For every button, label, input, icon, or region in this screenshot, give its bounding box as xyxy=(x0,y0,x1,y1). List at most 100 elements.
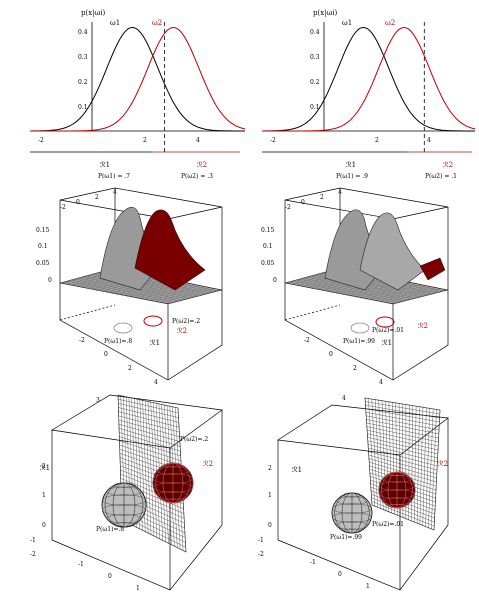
z-tick: 0.05 xyxy=(261,260,275,267)
z-tick: 0.1 xyxy=(38,243,48,250)
bottom-tick: 0 xyxy=(104,351,108,358)
mesh-line xyxy=(388,288,444,304)
gaussian-peaks xyxy=(324,209,446,291)
left-tick: 0 xyxy=(268,522,272,529)
mesh-line xyxy=(163,288,218,304)
top-tick: 0 xyxy=(76,199,80,206)
plane-grid-line xyxy=(416,406,420,524)
mesh-line xyxy=(138,283,193,299)
prior2-label: P(ω2) = .3 xyxy=(181,173,213,180)
plane-grid-line xyxy=(147,401,155,537)
top-tick: 4 xyxy=(338,189,342,196)
left-tick: -1 xyxy=(258,537,264,544)
plane-grid-line xyxy=(433,409,441,531)
mesh-line xyxy=(368,284,424,300)
class1-label: ω1 xyxy=(110,19,120,27)
bottom-tick: 0 xyxy=(108,573,112,580)
sphere-meridian xyxy=(334,492,370,534)
y-tick: 0.2 xyxy=(78,79,88,86)
top-tick: -2 xyxy=(60,204,66,211)
plane-grid-line xyxy=(153,402,160,539)
region1-label: ℛ1 xyxy=(100,161,110,169)
y-axis-label: p(x|ωi) xyxy=(81,9,105,17)
plane-grid-line xyxy=(425,408,430,527)
class1-label: ω1 xyxy=(342,19,352,27)
plane-grid-line xyxy=(145,400,152,535)
plane-grid-line xyxy=(371,399,378,508)
z-tick: 0 xyxy=(48,277,52,284)
bottom-tick: 2 xyxy=(353,365,357,372)
mesh-line xyxy=(378,286,434,302)
bottom-tick: 4 xyxy=(379,379,383,386)
class2-peak xyxy=(134,209,206,291)
prior1-label: P(ω1)=.99 xyxy=(343,338,375,345)
class1-density-curve xyxy=(30,26,245,132)
z-tick: 0.15 xyxy=(36,227,50,234)
plane-grid-line xyxy=(428,408,434,528)
top-tick: 4 xyxy=(113,189,117,196)
left-tick: -1 xyxy=(30,537,36,544)
plane-grid-line xyxy=(414,406,417,523)
class1-contour xyxy=(113,322,133,334)
bottom-tick: -1 xyxy=(310,559,316,566)
class1-sphere-grid xyxy=(101,482,147,528)
plane-grid-line xyxy=(422,407,427,526)
sphere-meridian xyxy=(155,462,191,504)
class1-density-curve xyxy=(262,26,475,132)
bottom-tick: -2 xyxy=(304,337,310,344)
region2-label: ℛ2 xyxy=(443,161,453,169)
y-tick: 0.1 xyxy=(310,104,320,111)
y-tick: 0.3 xyxy=(310,54,320,61)
class1-contour xyxy=(350,322,370,334)
mesh-line xyxy=(158,287,213,303)
bottom-tick: -2 xyxy=(79,337,85,344)
sphere-meridian xyxy=(381,471,413,509)
bottom-tick: -1 xyxy=(78,561,84,568)
y-tick: 0.2 xyxy=(310,79,320,86)
plane-grid-line xyxy=(431,409,437,529)
sphere-panel-left: 3 2 1 0 -1 -2 -1 0 1 ℛ1 ℛ2 P(ω2)=.2 P(ω1… xyxy=(30,394,223,592)
class2-contour xyxy=(143,315,163,327)
gaussian-peaks xyxy=(99,206,206,291)
surface-panel-left: 0.15 0.1 0.05 0 -2 0 2 4 -2 0 2 4 P(ω1)=… xyxy=(36,187,223,386)
prior2-label: P(ω2)=.01 xyxy=(372,327,404,334)
prior1-label: P(ω1)=.8 xyxy=(96,526,124,533)
left-tick: -2 xyxy=(30,551,36,558)
class2-sphere-grid xyxy=(152,462,194,504)
class2-region-patch xyxy=(419,257,446,281)
region1-label: ℛ1 xyxy=(382,339,392,347)
class2-peak xyxy=(359,212,426,291)
region2-label: ℛ2 xyxy=(418,322,428,330)
region2-label: ℛ2 xyxy=(438,460,448,468)
prior1-label: P(ω1)=.8 xyxy=(104,338,132,345)
y-tick: 0.1 xyxy=(78,104,88,111)
x-tick: -2 xyxy=(38,137,44,144)
top-tick: -2 xyxy=(285,204,291,211)
class2-sphere-grid xyxy=(378,471,416,509)
region1-label: ℛ1 xyxy=(292,466,302,474)
region2-label: ℛ2 xyxy=(197,161,207,169)
prior1-label: P(ω1)=.99 xyxy=(330,534,362,541)
region2-label: ℛ2 xyxy=(177,327,187,335)
region1-label: ℛ1 xyxy=(150,339,160,347)
left-tick: 1 xyxy=(42,492,46,499)
y-tick: 0.4 xyxy=(78,29,88,36)
y-tick: 0.4 xyxy=(310,29,320,36)
class1-sphere-grid xyxy=(331,492,373,534)
left-tick: 0 xyxy=(42,522,46,529)
prior1-label: P(ω1) = .7 xyxy=(98,173,130,180)
density-panel-right: p(x|ωi) ω1 ω2 0.4 0.3 0.2 0.1 -2 2 4 ℛ1 … xyxy=(262,9,476,180)
top-tick: 2 xyxy=(320,194,324,201)
x-tick: 2 xyxy=(375,137,379,144)
bottom-tick: 2 xyxy=(128,365,132,372)
bottom-tick: 4 xyxy=(154,379,158,386)
x-tick: -2 xyxy=(270,137,276,144)
prior2-label: P(ω2)=.2 xyxy=(180,436,208,443)
bottom-tick: 0 xyxy=(338,571,342,578)
top-tick: 2 xyxy=(95,194,99,201)
left-tick: 1 xyxy=(268,492,272,499)
bounding-box xyxy=(277,404,449,591)
left-tick: 2 xyxy=(268,465,272,472)
bottom-tick: 1 xyxy=(366,583,370,590)
